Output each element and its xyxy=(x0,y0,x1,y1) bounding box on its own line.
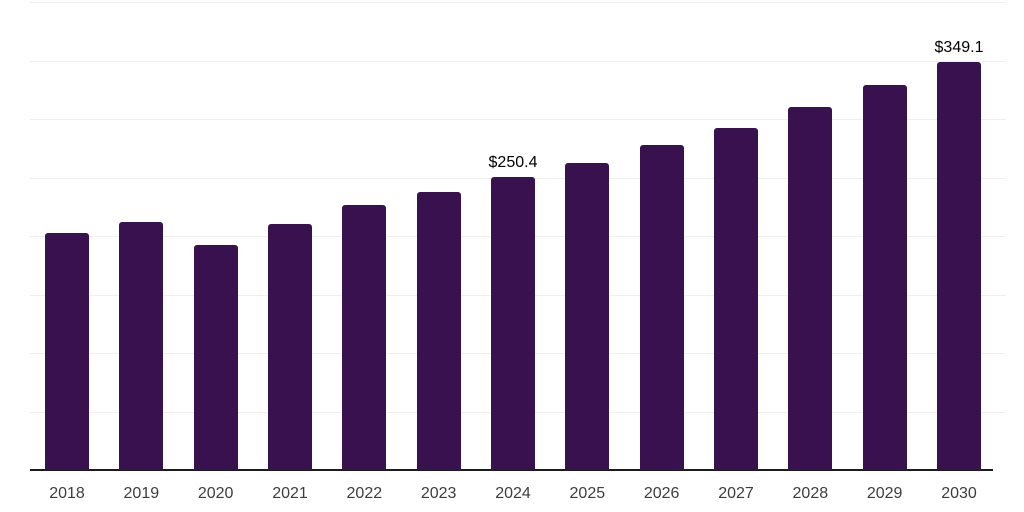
bar xyxy=(45,233,89,470)
bar-value-label: $250.4 xyxy=(488,154,538,172)
x-tick-label: 2027 xyxy=(718,485,754,502)
bar xyxy=(565,162,610,470)
x-tick-label: 2021 xyxy=(272,485,308,502)
bar-value-label: $349.1 xyxy=(934,38,984,56)
x-tick-label: 2026 xyxy=(643,485,680,502)
gridline xyxy=(30,119,1006,120)
bar xyxy=(268,223,312,470)
x-tick-label: 2018 xyxy=(49,485,85,502)
x-tick-label: 2023 xyxy=(420,485,457,502)
bar xyxy=(193,245,238,470)
bar xyxy=(937,61,981,470)
x-tick-label: 2028 xyxy=(792,485,829,502)
x-tick-label: 2030 xyxy=(941,485,977,502)
bar xyxy=(788,107,833,470)
x-tick-label: 2022 xyxy=(346,485,383,502)
x-tick-label: 2029 xyxy=(866,485,903,502)
gridline xyxy=(30,60,1006,62)
bar xyxy=(491,177,535,470)
bar xyxy=(714,127,758,470)
bar xyxy=(639,145,684,470)
x-tick-label: 2019 xyxy=(123,485,160,502)
x-tick-label: 2020 xyxy=(197,485,234,502)
x-tick-label: 2024 xyxy=(495,485,531,502)
x-axis-line xyxy=(30,469,993,471)
x-tick-label: 2025 xyxy=(569,485,606,502)
bar xyxy=(862,84,907,470)
bar xyxy=(119,221,164,470)
bar xyxy=(342,205,387,470)
gridline xyxy=(30,2,1006,3)
bar xyxy=(416,191,461,470)
